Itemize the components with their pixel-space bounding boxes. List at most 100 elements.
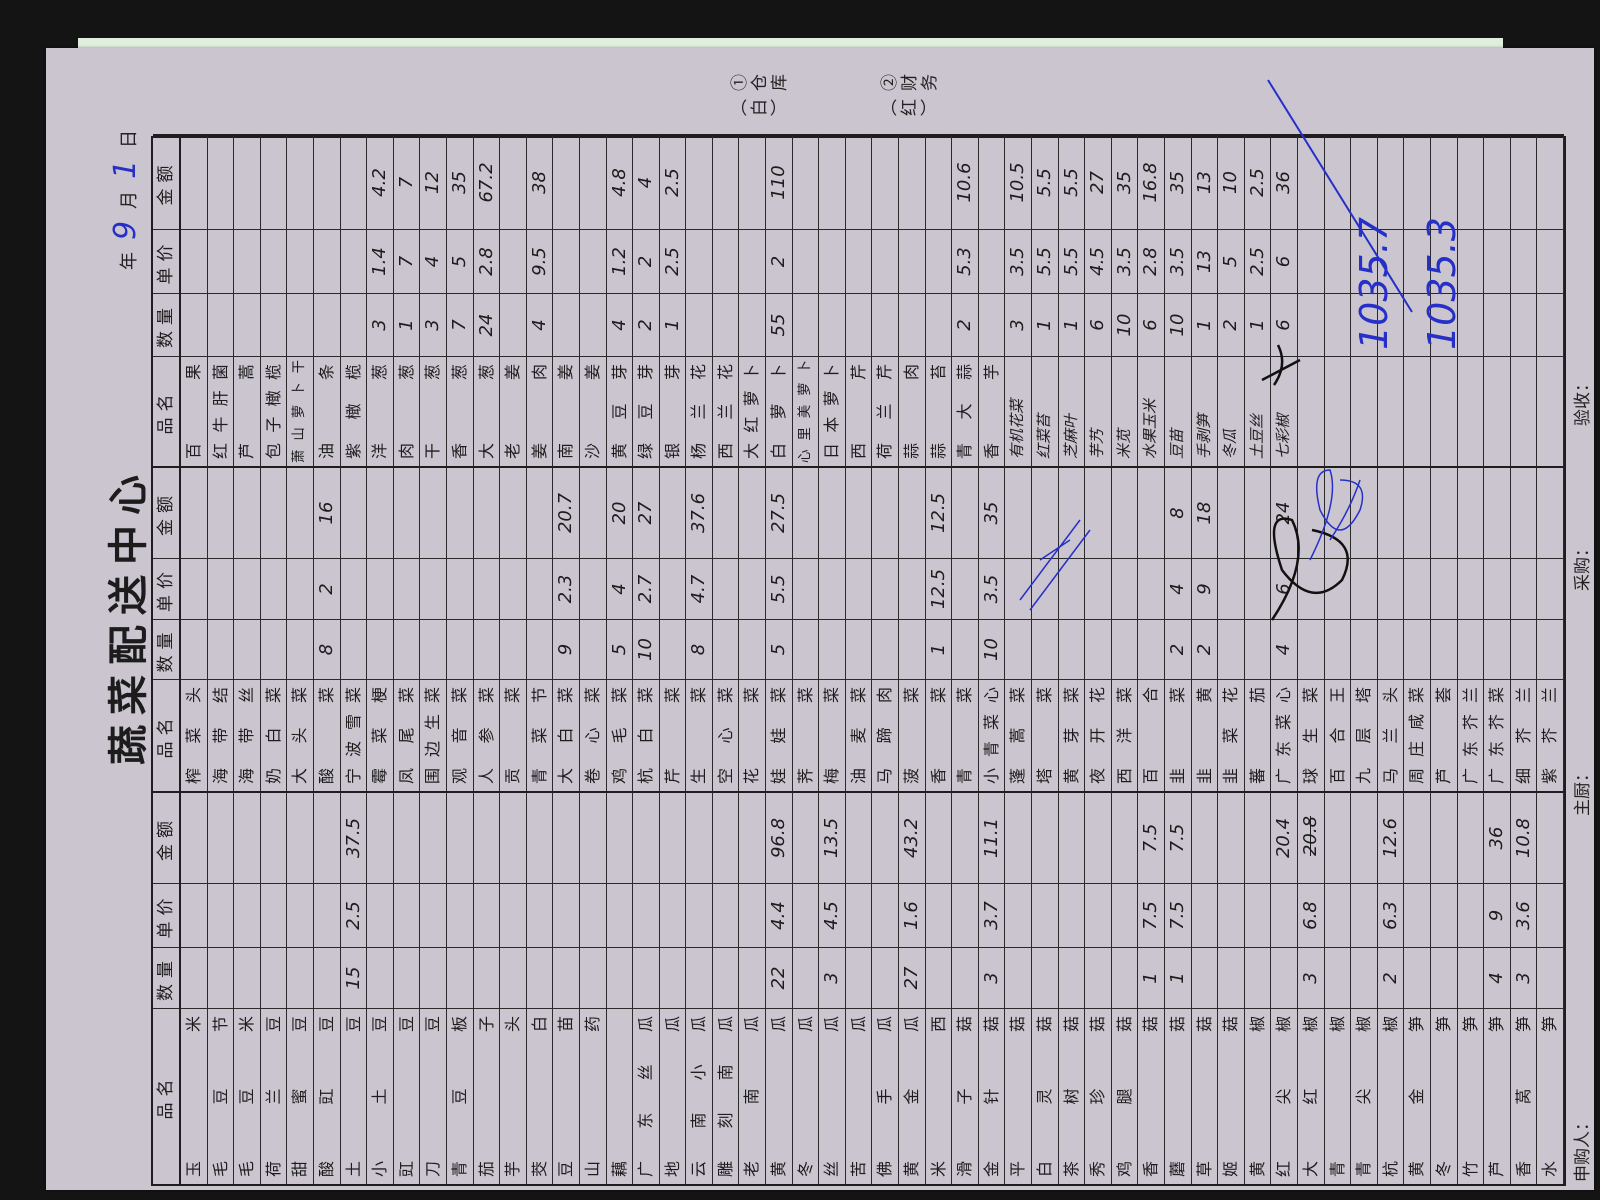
- item-quantity: 55: [766, 293, 793, 356]
- item-quantity: 2: [1191, 619, 1219, 679]
- item-amount: 7.5: [1138, 791, 1165, 883]
- amount-value: 2.5: [1246, 168, 1268, 197]
- item-name: 蒜肉: [899, 356, 926, 466]
- item-name: 冬瓜: [792, 1008, 820, 1184]
- item-name: 土豆丝: [1244, 356, 1272, 466]
- item-name: 韭黄: [1191, 679, 1219, 791]
- column-header-name: 品名: [153, 1008, 181, 1184]
- item-name: 黄金笋: [1404, 1008, 1431, 1184]
- item-amount: [1404, 791, 1431, 883]
- item-amount: [446, 791, 474, 883]
- item-quantity: 4: [1271, 619, 1298, 679]
- item-name: 观音菜: [446, 679, 474, 791]
- item-name: 鸡腿菇: [1111, 1008, 1139, 1184]
- item-unit-price: 1.2: [606, 229, 634, 293]
- item-quantity: [1271, 947, 1298, 1008]
- item-amount: 20.8: [1297, 791, 1325, 883]
- item-quantity: 6: [1138, 293, 1165, 356]
- item-amount: [845, 134, 873, 229]
- item-unit-price: 3.5: [1164, 229, 1192, 293]
- item-name: 百果: [181, 356, 208, 466]
- item-name: 青豆板: [446, 1008, 474, 1184]
- item-unit-price: 3.5: [1005, 229, 1032, 293]
- total-amount-first: 1035.7: [1352, 217, 1396, 350]
- item-unit-price: 4.5: [1085, 229, 1112, 293]
- item-unit-price: [659, 558, 687, 619]
- item-name: 洋葱: [367, 356, 394, 466]
- item-unit-price: [1085, 558, 1112, 619]
- item-amount: [340, 466, 368, 558]
- item-quantity: [1510, 619, 1538, 679]
- item-quantity: [1457, 947, 1485, 1008]
- item-name: 紫芥兰: [1537, 679, 1564, 791]
- amount-value: 7.5: [1140, 823, 1162, 853]
- item-unit-price: [1351, 883, 1378, 947]
- item-quantity: [420, 619, 447, 679]
- item-unit-price: 3.6: [1510, 883, 1538, 947]
- item-quantity: [952, 619, 979, 679]
- item-name: 茄子: [473, 1008, 501, 1184]
- item-unit-price: [367, 558, 394, 619]
- item-name: [1351, 356, 1378, 466]
- item-quantity: [1191, 947, 1219, 1008]
- item-quantity: [500, 619, 527, 679]
- item-amount: [1111, 466, 1139, 558]
- amount-value: 8: [1166, 507, 1188, 519]
- item-amount: 4.8: [606, 134, 634, 229]
- item-amount: 35: [1111, 134, 1139, 229]
- item-amount: [526, 466, 554, 558]
- item-unit-price: [579, 229, 607, 293]
- item-name: 马蹄肉: [872, 679, 900, 791]
- item-unit-price: [1085, 883, 1112, 947]
- item-amount: [712, 466, 740, 558]
- item-amount: [952, 466, 979, 558]
- item-quantity: [234, 619, 261, 679]
- item-name: 香菜: [925, 679, 953, 791]
- item-name: 西兰花: [712, 356, 740, 466]
- item-unit-price: [1484, 229, 1511, 293]
- item-name: 雕刻南瓜: [712, 1008, 740, 1184]
- item-quantity: [340, 619, 368, 679]
- item-amount: [1430, 791, 1458, 883]
- form-date: 年 9 月 1 日: [108, 130, 143, 270]
- item-unit-price: [1032, 558, 1059, 619]
- item-name: 水果玉米: [1138, 356, 1165, 466]
- item-quantity: [526, 619, 554, 679]
- item-amount: [712, 134, 740, 229]
- item-unit-price: [579, 558, 607, 619]
- item-name: 香菇: [1138, 1008, 1165, 1184]
- amount-value: 12: [422, 171, 444, 194]
- item-unit-price: [340, 558, 368, 619]
- item-unit-price: [181, 558, 208, 619]
- item-name: 苦瓜: [845, 1008, 873, 1184]
- item-quantity: [260, 947, 288, 1008]
- item-quantity: [925, 293, 953, 356]
- item-amount: [1510, 134, 1538, 229]
- item-amount: [792, 791, 820, 883]
- item-amount: [712, 791, 740, 883]
- item-unit-price: [260, 883, 288, 947]
- item-amount: [260, 791, 288, 883]
- item-amount: [659, 791, 687, 883]
- item-quantity: 22: [766, 947, 793, 1008]
- item-name: 蓬蒿菜: [1005, 679, 1032, 791]
- item-quantity: [473, 947, 501, 1008]
- item-amount: [1297, 466, 1325, 558]
- column-header-name: 品名: [153, 356, 181, 466]
- item-name: 小青菜心: [978, 679, 1006, 791]
- item-quantity: [1484, 293, 1511, 356]
- item-quantity: [1085, 619, 1112, 679]
- item-unit-price: [792, 229, 820, 293]
- month-value: 9: [108, 220, 143, 241]
- item-quantity: [1218, 947, 1245, 1008]
- item-amount: [287, 791, 314, 883]
- item-name: 油麦菜: [845, 679, 873, 791]
- item-name: 七彩椒: [1271, 356, 1298, 466]
- item-quantity: 6: [1271, 293, 1298, 356]
- amount-value: 5.5: [1060, 168, 1082, 197]
- item-quantity: [659, 619, 687, 679]
- item-name: 香莴笋: [1510, 1008, 1538, 1184]
- item-name: 夜开花: [1085, 679, 1112, 791]
- item-amount: 12.5: [925, 466, 953, 558]
- item-amount: [1218, 466, 1245, 558]
